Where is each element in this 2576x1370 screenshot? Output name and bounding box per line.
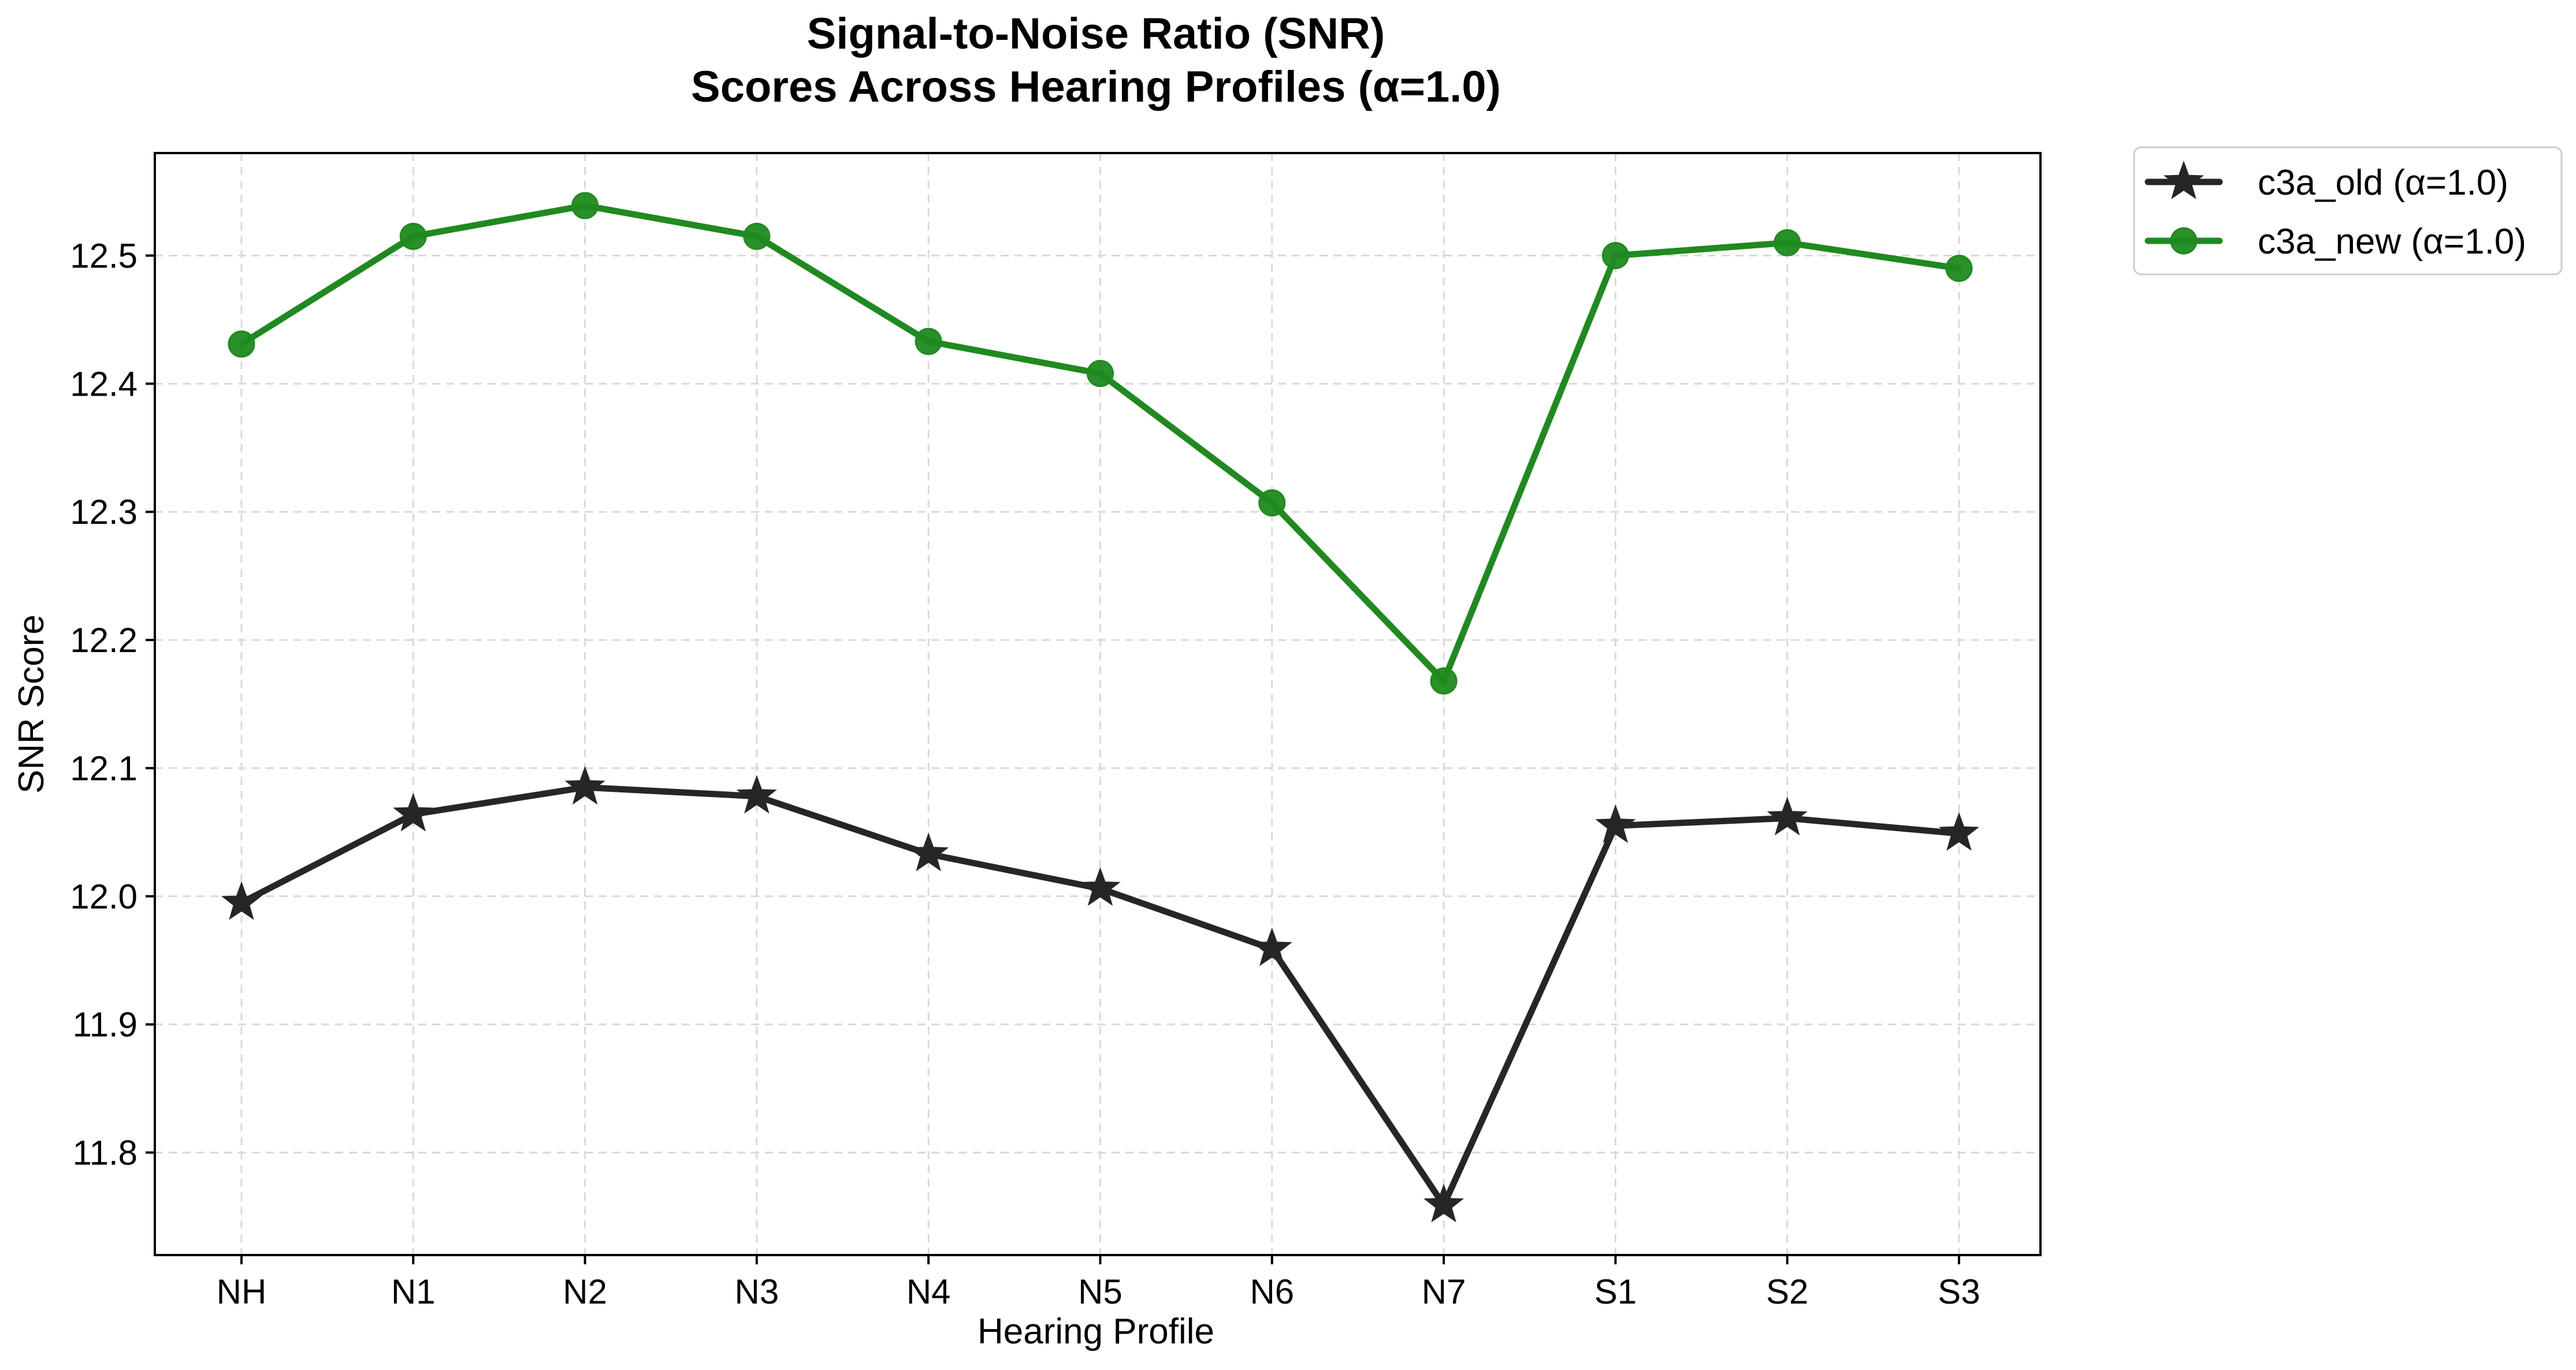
legend-star-marker [2163,161,2205,199]
axis-layer: NH N1 N2 N3 N4 N5 N6 N7 S1 S2 S3 11.8 11.9 12.0 12.1 12… [70,236,1980,1311]
x-tick-label: S3 [1938,1272,1980,1311]
y-tick-label: 12.5 [70,236,137,275]
series-2 [228,192,1973,695]
star-point [1080,867,1121,906]
circle-point [1945,255,1973,282]
y-tick-label: 12.4 [70,364,137,403]
y-tick-label: 11.8 [73,1134,137,1172]
x-tick-label: NH [217,1272,267,1311]
series-layer [221,192,1980,1223]
circle-point [228,330,255,358]
x-tick-label: N2 [563,1272,607,1311]
legend-item: c3a_old (α=1.0) [2144,161,2508,203]
circle-point [1774,229,1801,256]
plot-frame [154,152,2042,1256]
legend: c3a_old (α=1.0) c3a_new (α=1.0) [2133,146,2563,276]
chart-title: Signal-to-Noise Ratio (SNR) Scores Acros… [691,9,1501,111]
y-tick-label: 11.9 [73,1006,137,1044]
x-tick-label: S1 [1594,1272,1637,1311]
circle-point [1087,360,1114,388]
series-1 [221,766,1980,1223]
chart-title-line-1: Signal-to-Noise Ratio (SNR) [807,9,1385,58]
chart-title-line-2: Scores Across Hearing Profiles (α=1.0) [691,62,1501,111]
circle-point [399,222,427,250]
y-tick-label: 12.0 [70,877,137,916]
star-point [564,766,605,805]
legend-label: c3a_old (α=1.0) [2258,163,2508,203]
star-point [393,792,434,832]
circle-point [915,327,942,355]
y-tick-label: 12.3 [70,493,137,531]
circle-point [1430,667,1458,695]
star-point [1767,796,1808,836]
circle-point [571,192,599,219]
x-tick-label: N6 [1250,1272,1294,1311]
star-point [908,832,949,872]
y-tick-label: 12.2 [70,621,137,660]
x-tick-label: S2 [1766,1272,1808,1311]
series-line [238,202,1962,684]
circle-point [743,222,771,250]
circle-point [1601,241,1629,269]
circle-point [1258,489,1286,517]
star-point [221,881,262,920]
y-tick-label: 12.1 [70,749,137,788]
star-point [1251,927,1292,966]
legend-item: c3a_new (α=1.0) [2144,222,2526,262]
y-axis-label: SNR Score [12,615,51,794]
grid-layer [155,153,2040,1255]
x-axis-label: Hearing Profile [977,1312,1214,1352]
x-tick-label: N7 [1422,1272,1466,1311]
x-tick-label: N1 [391,1272,436,1311]
star-point [1423,1183,1464,1223]
legend-circle-marker [2170,227,2198,255]
star-point [1938,812,1980,851]
star-point [736,775,777,814]
x-tick-label: N4 [906,1272,951,1311]
x-tick-label: N3 [735,1272,779,1311]
star-point [1595,804,1636,843]
x-tick-label: N5 [1078,1272,1122,1311]
legend-box [2133,146,2563,276]
legend-label: c3a_new (α=1.0) [2258,222,2526,262]
